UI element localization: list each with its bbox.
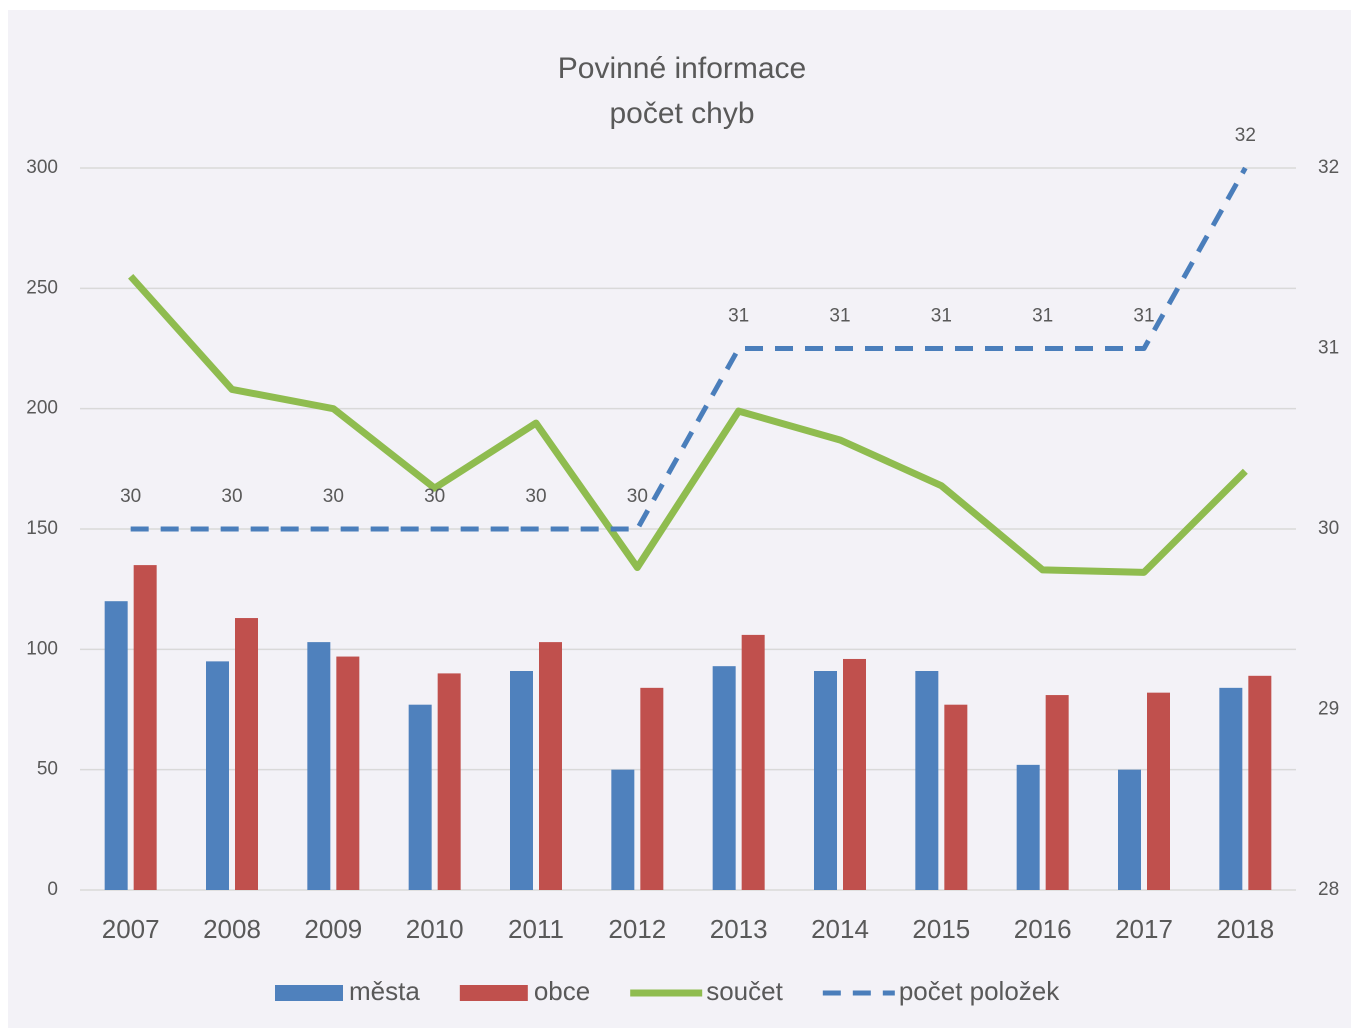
bar — [336, 656, 360, 890]
x-tick-label: 2013 — [710, 914, 768, 944]
data-label: 31 — [1032, 306, 1053, 327]
bar — [235, 618, 258, 890]
bar — [741, 634, 765, 890]
bar — [1045, 695, 1069, 890]
bar — [1248, 675, 1272, 890]
bar — [408, 704, 432, 890]
x-tick-label: 2018 — [1216, 914, 1274, 944]
data-label: 30 — [323, 486, 344, 507]
data-label: 31 — [829, 306, 850, 327]
legend-swatch — [459, 985, 528, 1001]
y-tick-label: 0 — [47, 879, 58, 900]
y2-tick-label: 29 — [1318, 699, 1339, 720]
bar — [437, 673, 461, 890]
bar — [307, 642, 331, 890]
x-tick-label: 2011 — [508, 914, 564, 944]
legend-label: města — [349, 976, 420, 1006]
bar — [1016, 764, 1040, 890]
bar — [814, 670, 837, 890]
x-tick-label: 2017 — [1115, 914, 1173, 944]
chart-subtitle: počet chyb — [609, 97, 754, 130]
y-tick-label: 250 — [26, 277, 58, 298]
x-tick-label: 2008 — [203, 914, 261, 944]
bar — [843, 658, 866, 890]
data-label: 30 — [221, 486, 242, 507]
x-tick-label: 2015 — [912, 914, 970, 944]
data-label: 32 — [1235, 125, 1256, 146]
y-tick-label: 300 — [26, 157, 58, 178]
data-label: 30 — [627, 486, 648, 507]
data-label: 30 — [424, 486, 445, 507]
x-tick-label: 2012 — [608, 914, 666, 944]
bar — [206, 661, 229, 890]
bar — [611, 769, 635, 890]
legend-label: počet položek — [899, 976, 1060, 1006]
data-label: 30 — [525, 486, 546, 507]
data-label: 31 — [931, 306, 952, 327]
y-tick-label: 50 — [37, 759, 58, 780]
bar — [133, 565, 157, 890]
line-series — [128, 273, 1248, 576]
x-tick-label: 2016 — [1014, 914, 1072, 944]
chart-title: Povinné informace — [558, 52, 806, 85]
bar — [104, 601, 128, 890]
bar — [1147, 692, 1170, 890]
y2-tick-label: 28 — [1318, 879, 1339, 900]
legend-swatch — [275, 985, 343, 1001]
bar — [539, 642, 562, 890]
data-label: 31 — [1133, 306, 1154, 327]
legend-label: součet — [706, 976, 783, 1006]
x-tick-label: 2010 — [406, 914, 464, 944]
line-series — [130, 166, 1248, 532]
x-tick-label: 2014 — [811, 914, 869, 944]
x-tick-label: 2009 — [304, 914, 362, 944]
y-tick-label: 150 — [26, 518, 58, 539]
bar — [1118, 769, 1141, 890]
legend-label: obce — [534, 976, 590, 1006]
data-label: 31 — [728, 306, 749, 327]
x-tick-label: 2007 — [102, 914, 160, 944]
bar — [944, 704, 968, 890]
y-tick-label: 200 — [26, 398, 58, 419]
bar — [1219, 687, 1243, 890]
bar — [915, 670, 939, 890]
bar — [712, 666, 736, 890]
y2-tick-label: 32 — [1318, 157, 1339, 178]
y2-tick-label: 31 — [1318, 338, 1339, 359]
data-label: 30 — [120, 486, 141, 507]
y-tick-label: 100 — [26, 638, 58, 659]
y2-tick-label: 30 — [1318, 518, 1339, 539]
bar — [640, 687, 664, 890]
bar — [510, 670, 533, 890]
